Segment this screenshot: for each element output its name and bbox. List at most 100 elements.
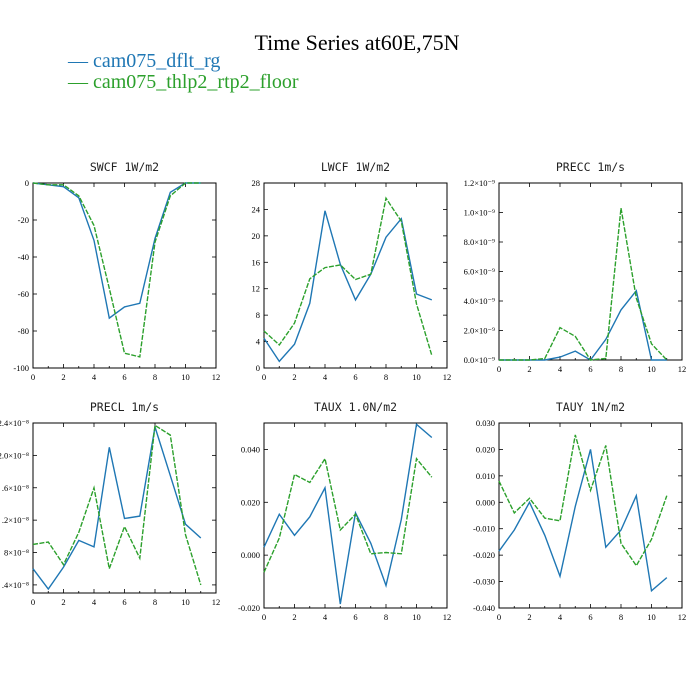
- x-tick-label: 0: [262, 372, 266, 382]
- x-tick-label: 12: [443, 612, 452, 622]
- plot-frame: [263, 182, 448, 369]
- y-tick-label: 1.0×10⁻⁹: [464, 208, 495, 218]
- x-tick-label: 2: [292, 612, 296, 622]
- series-line-cam075_dflt_rg: [498, 449, 668, 593]
- panel-title: PRECL 1m/s: [90, 400, 159, 414]
- x-tick-label: 8: [384, 612, 388, 622]
- x-tick-label: 0: [31, 372, 35, 382]
- y-tick-label: 8: [256, 310, 260, 320]
- y-tick-label: -0.020: [473, 550, 495, 560]
- x-tick-label: 8: [619, 364, 623, 374]
- y-tick-label: 8.0×10⁻⁹: [464, 237, 495, 247]
- x-tick-label: 6: [588, 364, 592, 374]
- panel-6: TAUY 1N/m2 0 2 4 6 8 10 12 -0.040 -0.030 -0.020 -0.…: [473, 400, 686, 622]
- x-tick-label: 12: [212, 597, 221, 607]
- y-tick-label: 24: [252, 204, 261, 214]
- plot-frame: [32, 422, 217, 594]
- legend-label: — cam075_thlp2_rtp2_floor: [67, 71, 299, 93]
- x-tick-label: 8: [384, 372, 388, 382]
- x-tick-label: 0: [497, 364, 501, 374]
- series-line-cam075_dflt_rg: [263, 210, 433, 363]
- y-tick-label: 2.0×10⁻⁸: [0, 450, 29, 460]
- series-line-cam075_dflt_rg: [263, 422, 433, 605]
- panels: SWCF 1W/m20 2 4 6 8 10 12-100-80-60-40-200LWCF…: [0, 160, 686, 622]
- x-tick-label: 4: [558, 364, 563, 374]
- y-tick-label: 0.0×10⁻⁹: [464, 355, 495, 365]
- x-tick-label: 4: [323, 372, 328, 382]
- x-tick-label: 0: [497, 612, 501, 622]
- x-tick-label: 12: [678, 364, 687, 374]
- x-tick-label: 10: [181, 597, 190, 607]
- x-tick-label: 4: [92, 372, 97, 382]
- x-tick-label: 4: [92, 597, 97, 607]
- y-tick-label: -80: [18, 326, 29, 336]
- y-tick-label: -100: [13, 363, 29, 373]
- y-tick-label: -60: [18, 289, 29, 299]
- x-tick-label: 10: [647, 364, 656, 374]
- y-tick-label: 0.040: [241, 444, 260, 454]
- x-tick-label: 8: [153, 597, 157, 607]
- y-tick-label: 2.4×10⁻⁸: [0, 418, 29, 428]
- y-tick-label: 28: [252, 178, 261, 188]
- y-tick-label: -20: [18, 215, 29, 225]
- x-tick-label: 6: [122, 597, 126, 607]
- y-tick-label: 4.0×10⁻⁹: [464, 296, 495, 306]
- series-line-cam075_dflt_rg: [32, 182, 201, 320]
- y-tick-label: 0.030: [476, 418, 495, 428]
- x-tick-label: 12: [678, 612, 687, 622]
- panel-4: PRECL 1m/s 0 2 4 6 8 10 12 .4×10⁻⁸ 8×10⁻⁸ .2×10⁻⁸.…: [0, 400, 220, 607]
- y-tick-label: 12: [252, 284, 261, 294]
- y-tick-label: 0.020: [476, 444, 495, 454]
- x-tick-label: 2: [61, 372, 65, 382]
- x-tick-label: 12: [212, 372, 221, 382]
- x-tick-label: 6: [353, 372, 357, 382]
- series-line-cam075_dflt_rg: [499, 289, 667, 361]
- series-line-cam075_dflt_rg: [32, 426, 202, 591]
- panel-title: PRECC 1m/s: [556, 160, 625, 174]
- x-tick-label: 0: [262, 612, 266, 622]
- x-tick-label: 2: [292, 372, 296, 382]
- series-line-cam075_thlp2_rtp2_floor: [263, 456, 433, 573]
- x-tick-label: 2: [61, 597, 65, 607]
- x-tick-label: 6: [353, 612, 357, 622]
- panel-title: TAUX 1.0N/m2: [314, 400, 397, 414]
- x-tick-label: 8: [619, 612, 623, 622]
- y-tick-label: 6.0×10⁻⁹: [464, 267, 495, 277]
- series-line-cam075_thlp2_rtp2_floor: [263, 196, 433, 356]
- y-tick-label: -40: [18, 252, 29, 262]
- panel-title: TAUY 1N/m2: [556, 400, 625, 414]
- legend-entry: — cam075_thlp2_rtp2_floor: [67, 71, 299, 93]
- y-tick-label: 0.000: [476, 497, 495, 507]
- y-tick-label: 2.0×10⁻⁹: [464, 326, 495, 336]
- x-tick-label: 12: [443, 372, 452, 382]
- x-tick-label: 4: [323, 612, 328, 622]
- figure-title: Time Series at60E,75N: [254, 30, 459, 55]
- x-tick-label: 4: [558, 612, 563, 622]
- legend: — cam075_dflt_rg — cam075_thlp2_rtp2_flo…: [67, 50, 299, 93]
- series-line-cam075_thlp2_rtp2_floor: [32, 424, 202, 586]
- y-tick-label: -0.030: [473, 577, 495, 587]
- y-tick-label: 0.010: [476, 471, 495, 481]
- legend-label: — cam075_dflt_rg: [67, 50, 220, 72]
- panel-5: TAUX 1.0N/m2 0 2 4 6 8 10 12 -0.020 0.000 0.020 0.0…: [238, 400, 451, 622]
- x-tick-label: 6: [122, 372, 126, 382]
- y-tick-label: -0.040: [473, 603, 495, 613]
- x-tick-label: 0: [31, 597, 35, 607]
- x-tick-label: 10: [412, 612, 421, 622]
- y-tick-label: -0.020: [238, 603, 260, 613]
- y-tick-label: 16: [252, 257, 261, 267]
- legend-entry: — cam075_dflt_rg: [67, 50, 220, 72]
- y-tick-label: 0.020: [241, 497, 260, 507]
- y-tick-label: .4×10⁻⁸: [2, 580, 29, 590]
- x-tick-label: 8: [153, 372, 157, 382]
- y-tick-label: .2×10⁻⁸: [2, 515, 29, 525]
- panel-1: SWCF 1W/m2 0 2 4 6 8 10 12 -100 -80 -60 -40 -20 0: [13, 160, 220, 382]
- panel-title: SWCF 1W/m2: [90, 160, 159, 174]
- x-tick-label: 6: [588, 612, 592, 622]
- y-tick-label: 20: [252, 231, 261, 241]
- x-tick-label: 10: [181, 372, 190, 382]
- y-tick-label: 0: [25, 178, 29, 188]
- y-tick-label: 0.000: [241, 550, 260, 560]
- panel-title: LWCF 1W/m2: [321, 160, 390, 174]
